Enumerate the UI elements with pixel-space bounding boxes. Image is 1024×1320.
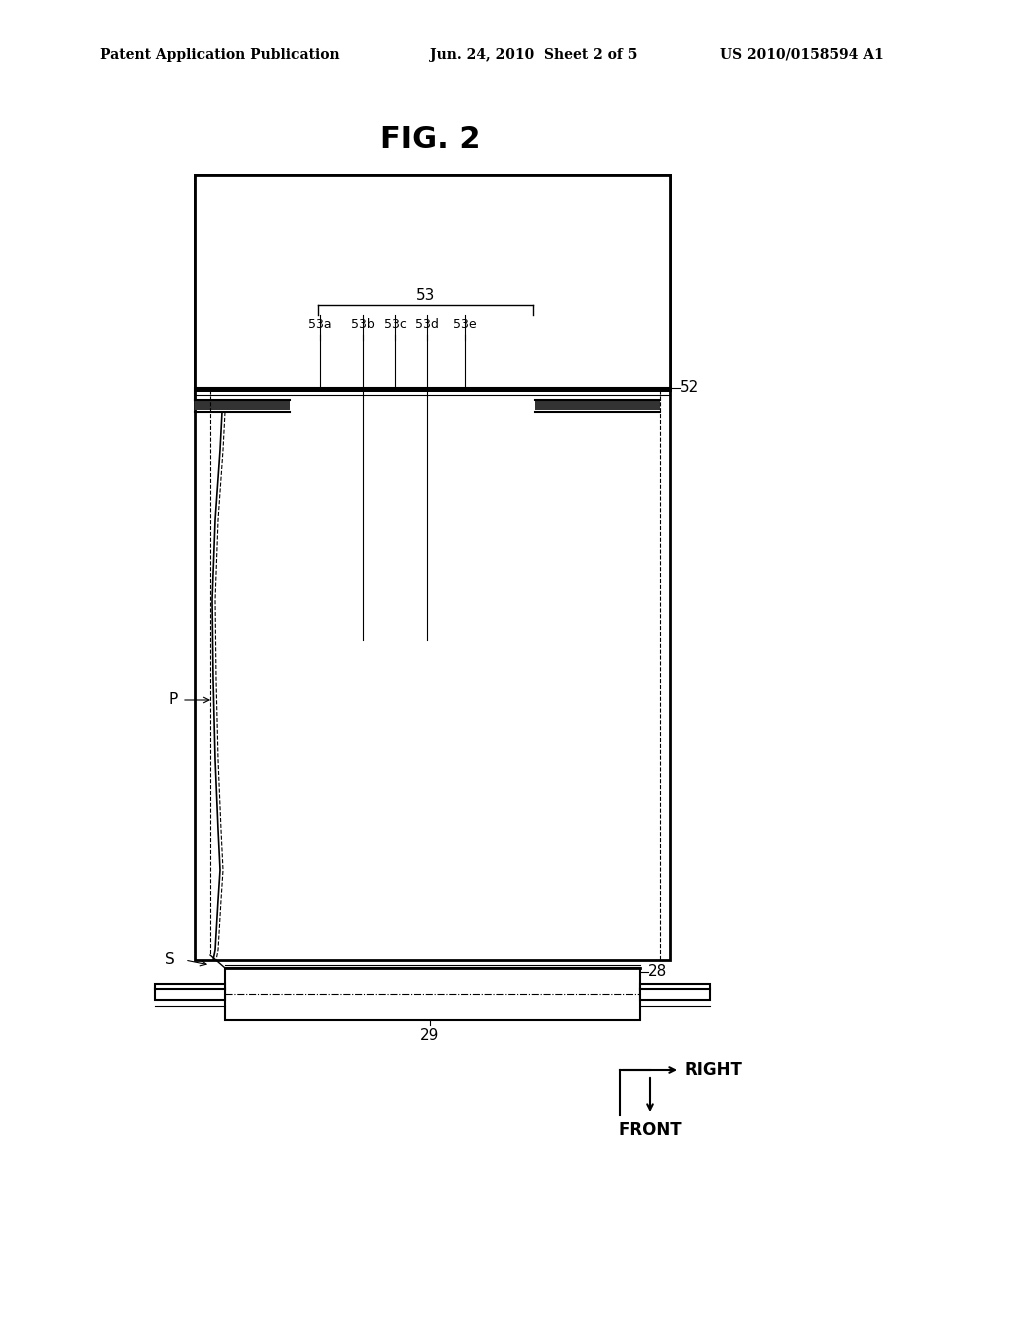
- Text: 29: 29: [420, 1027, 439, 1043]
- Text: 52: 52: [680, 380, 699, 396]
- Polygon shape: [195, 176, 670, 389]
- Text: FIG. 2: FIG. 2: [380, 125, 480, 154]
- Text: 53a: 53a: [308, 318, 332, 331]
- Text: RIGHT: RIGHT: [685, 1061, 742, 1078]
- Text: Patent Application Publication: Patent Application Publication: [100, 48, 340, 62]
- Text: 53b: 53b: [351, 318, 375, 331]
- Text: 28: 28: [648, 965, 668, 979]
- Bar: [290, 389, 535, 414]
- Text: 53c: 53c: [384, 318, 407, 331]
- Bar: [155, 983, 225, 1001]
- Text: 53d: 53d: [415, 318, 439, 331]
- Bar: [340, 400, 480, 640]
- Text: 53: 53: [416, 288, 435, 302]
- Bar: [535, 400, 660, 411]
- Bar: [640, 983, 710, 1001]
- Text: P: P: [168, 693, 177, 708]
- Bar: [195, 400, 290, 411]
- Text: S: S: [165, 953, 175, 968]
- Bar: [225, 968, 640, 1020]
- Text: 53e: 53e: [454, 318, 477, 331]
- Bar: [195, 388, 670, 400]
- FancyBboxPatch shape: [195, 176, 670, 389]
- Text: FRONT: FRONT: [618, 1121, 682, 1139]
- Text: Jun. 24, 2010  Sheet 2 of 5: Jun. 24, 2010 Sheet 2 of 5: [430, 48, 637, 62]
- Text: US 2010/0158594 A1: US 2010/0158594 A1: [720, 48, 884, 62]
- Bar: [195, 389, 670, 960]
